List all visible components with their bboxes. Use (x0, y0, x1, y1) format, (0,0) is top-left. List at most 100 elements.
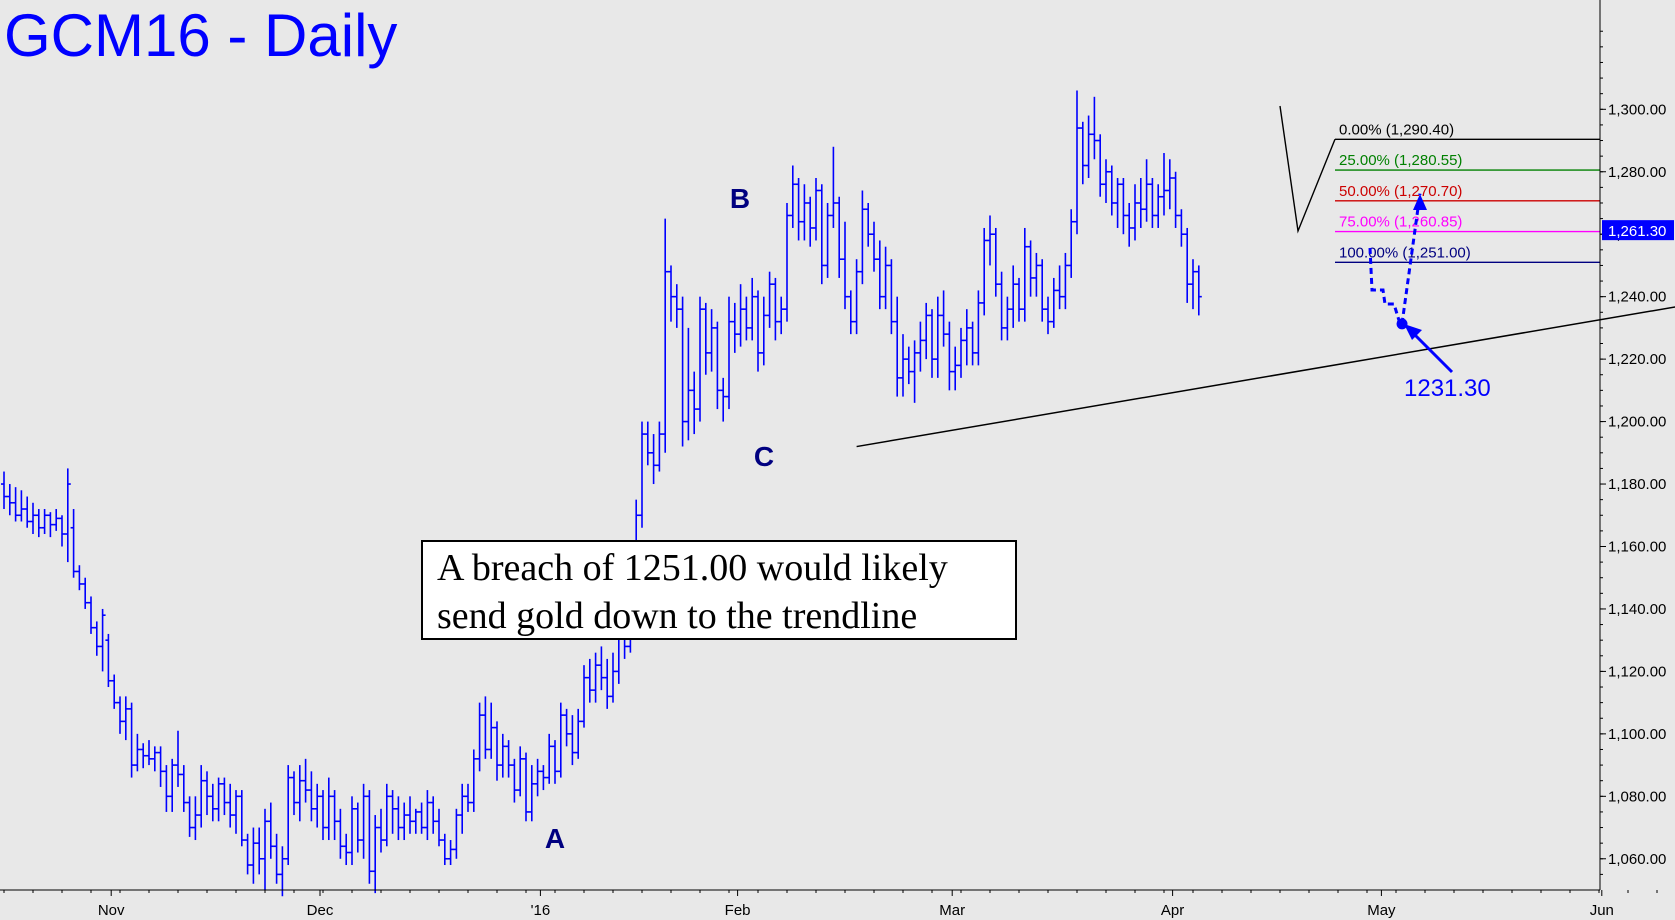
price-bar (546, 733, 553, 784)
price-bar (952, 346, 959, 391)
price-bar (801, 184, 808, 241)
x-tick-label: Jun (1590, 902, 1614, 919)
price-bar (82, 577, 89, 609)
price-bar (6, 484, 13, 516)
fibonacci-levels: 0.00% (1,290.40) 25.00% (1,280.55) 50.00% … (1279, 105, 1600, 264)
price-bar (111, 674, 118, 709)
price-bar (691, 371, 698, 435)
price-bar (169, 758, 176, 812)
price-bar (534, 758, 541, 797)
price-bar (795, 178, 802, 241)
price-bar (140, 743, 147, 769)
last-price-badge (1602, 220, 1674, 241)
price-bar (697, 296, 703, 422)
price-bar (992, 227, 999, 297)
price-bar (1050, 277, 1057, 328)
y-tick-label: 1,280.00 (1608, 164, 1666, 181)
price-bar (134, 733, 141, 772)
wave-labels: A B C (545, 183, 774, 854)
price-bar (610, 652, 616, 703)
price-bar (436, 808, 442, 847)
price-bar (93, 621, 100, 656)
price-bar (656, 421, 663, 472)
price-bar (331, 790, 338, 841)
price-bar (998, 271, 1005, 341)
price-bar (349, 796, 355, 866)
fib-level-label: 75.00% (1,260.85) (1339, 214, 1462, 231)
price-bar (575, 708, 582, 759)
price-bar (53, 509, 60, 531)
price-bar (807, 196, 814, 247)
price-bar (517, 746, 524, 797)
price-bar (702, 302, 709, 375)
price-bar (70, 509, 77, 578)
price-bar (1068, 209, 1075, 278)
price-bar (192, 796, 199, 841)
price-bar (650, 434, 657, 485)
price-bar (772, 277, 779, 341)
price-bar (1114, 178, 1121, 228)
price-bar (198, 765, 205, 828)
price-bar (824, 202, 831, 278)
price-bar (24, 496, 31, 528)
annotation-box: A breach of 1251.00 would likely send go… (421, 540, 1017, 640)
price-bar (1108, 165, 1115, 216)
price-bar (360, 783, 367, 859)
y-tick-label: 1,180.00 (1608, 476, 1666, 493)
price-bar (818, 184, 825, 285)
price-bar (743, 296, 750, 341)
price-bar (407, 796, 413, 834)
price-bar (175, 730, 181, 787)
price-bar (917, 321, 924, 372)
y-tick-label: 1,060.00 (1608, 851, 1666, 868)
price-bar (157, 746, 164, 787)
price-bar (842, 221, 848, 310)
price-bar (639, 421, 645, 528)
price-bar (726, 296, 732, 410)
x-tick-label: May (1367, 902, 1396, 919)
price-bar (47, 512, 54, 538)
price-bar (227, 783, 234, 828)
price-bar (186, 796, 193, 837)
price-bar (1074, 90, 1080, 235)
price-bar (969, 321, 976, 366)
y-tick-label: 1,220.00 (1608, 351, 1666, 368)
price-bar (488, 702, 495, 759)
price-bar (737, 284, 744, 347)
price-bar (12, 487, 19, 522)
trendline-layer (856, 306, 1675, 448)
x-tick-label: Mar (939, 902, 965, 919)
price-bar (76, 565, 83, 591)
price-bar (1033, 252, 1040, 297)
price-bar (563, 708, 570, 747)
price-bar (958, 327, 964, 378)
price-bar (505, 740, 512, 778)
price-bar (876, 240, 883, 310)
price-bar (117, 696, 123, 734)
price-bar (847, 290, 854, 335)
price-bar (88, 596, 94, 634)
price-bar (557, 702, 564, 778)
price-bar (308, 771, 315, 822)
price-bar (789, 165, 796, 228)
price-bar (1016, 277, 1022, 322)
price-bar (1172, 171, 1179, 228)
price-bar (552, 740, 558, 784)
price-bar (934, 296, 941, 378)
price-bar (1, 471, 7, 510)
price-bar (459, 783, 466, 834)
price-bar (151, 746, 158, 772)
projected-decline-path (1368, 247, 1402, 325)
price-bar (604, 658, 611, 709)
fib-level-label: 50.00% (1,270.70) (1339, 183, 1462, 200)
price-bar (963, 309, 970, 366)
y-tick-label: 1,120.00 (1608, 663, 1666, 680)
price-bar (215, 777, 222, 822)
price-bar (662, 218, 669, 453)
price-bar (760, 296, 767, 366)
price-bar (105, 633, 112, 688)
price-bar (453, 808, 460, 859)
price-bar (476, 702, 483, 772)
price-bar (378, 808, 384, 853)
